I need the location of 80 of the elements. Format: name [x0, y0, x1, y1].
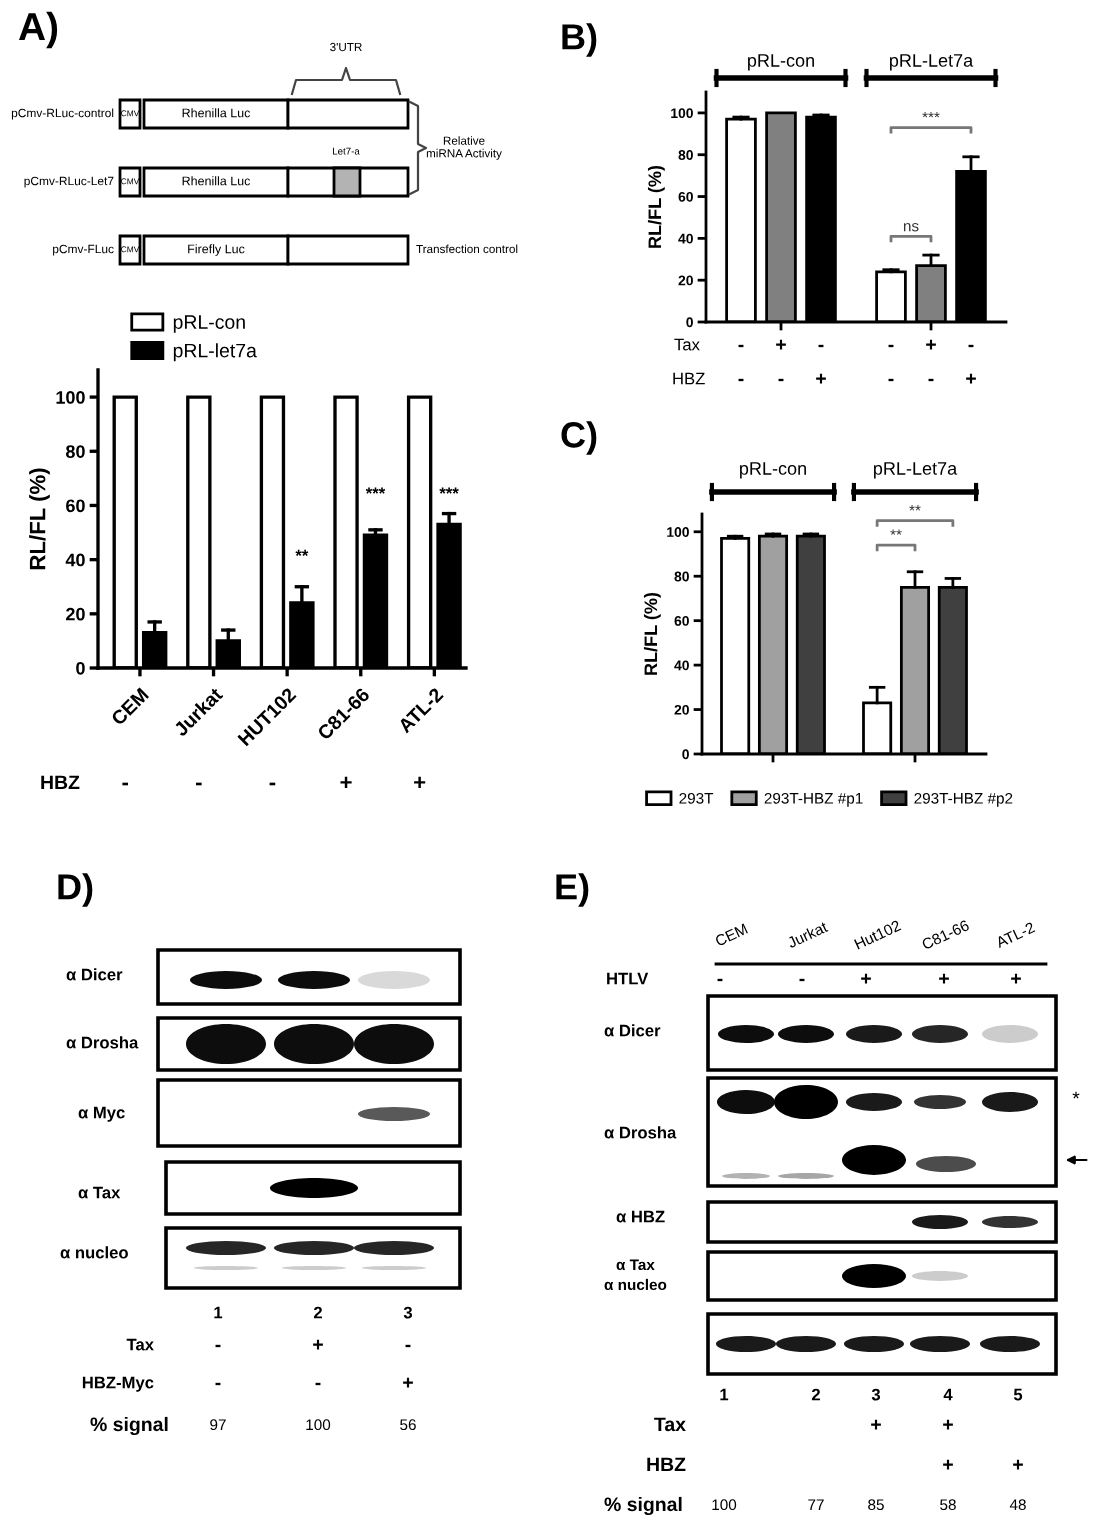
text: -: [888, 378, 894, 382]
text: α Dicer: [66, 968, 123, 981]
text: -: [738, 344, 744, 348]
text: +: [926, 339, 936, 350]
category-label: 3: [871, 1388, 881, 1401]
text: HTLV: [607, 972, 649, 985]
text: -: [738, 378, 744, 382]
y-axis-title: RL/FL (%): [647, 165, 665, 248]
text: E): [556, 873, 589, 907]
text: -: [717, 978, 723, 982]
text: +: [966, 373, 976, 384]
text: +: [861, 973, 871, 984]
text: +: [816, 373, 826, 384]
text: HBZ: [41, 775, 80, 790]
text: +: [1011, 973, 1021, 984]
y-tick-label: 80: [65, 445, 85, 458]
text: -: [269, 782, 276, 786]
text: -: [928, 378, 934, 382]
text: +: [871, 1419, 881, 1430]
category-label: 1: [214, 1306, 223, 1319]
text: -: [818, 344, 824, 348]
text: +: [943, 1419, 953, 1430]
y-axis-title: RL/FL (%): [643, 592, 661, 675]
text: -: [122, 782, 129, 786]
text: α Myc: [78, 1106, 125, 1122]
text: Tax: [126, 1338, 154, 1351]
y-tick-label: 60: [66, 499, 85, 513]
text: A): [18, 11, 58, 49]
text: HBZ: [647, 1457, 686, 1472]
y-tick-label: 0: [76, 661, 85, 675]
text: +: [939, 973, 949, 984]
category-label: 2: [313, 1306, 322, 1319]
text: -: [778, 378, 784, 382]
category-label: 1: [720, 1388, 729, 1401]
annotation: **: [295, 549, 309, 556]
text: D): [58, 873, 93, 907]
y-tick-label: 100: [56, 391, 85, 404]
y-tick-label: 20: [66, 607, 85, 621]
annotation: ***: [365, 487, 386, 494]
annotation: ***: [439, 487, 459, 494]
text: -: [799, 978, 805, 982]
text: Tax: [654, 1417, 686, 1432]
category-label: 3: [403, 1306, 413, 1319]
text: +: [776, 339, 786, 350]
text: -: [215, 1382, 221, 1386]
text: HBZ-Myc: [82, 1376, 154, 1392]
text: +: [414, 776, 426, 788]
text: +: [403, 1377, 413, 1388]
text: % signal: [604, 1496, 682, 1516]
text: α Dicer: [604, 1024, 661, 1037]
text: +: [943, 1459, 953, 1470]
text: -: [888, 344, 894, 348]
text: -: [968, 344, 974, 348]
legend-label: pRL-let7a: [173, 343, 257, 362]
x-tick-label: pRL-Let7a: [874, 462, 958, 479]
text: *: [1072, 1091, 1080, 1099]
legend-label: pRL-con: [173, 315, 245, 333]
text: +: [1013, 1459, 1023, 1470]
text: +: [340, 776, 352, 788]
text: -: [215, 1344, 221, 1348]
category-label: 5: [1013, 1388, 1023, 1401]
text: -: [315, 1382, 321, 1386]
text: % signal: [90, 1416, 168, 1436]
text: -: [196, 782, 202, 786]
category-label: 4: [943, 1388, 953, 1401]
text: α nucleo: [60, 1246, 128, 1259]
x-tick-label: pRL-Let7a: [890, 54, 974, 71]
text: α Tax: [78, 1186, 121, 1199]
category-label: 2: [811, 1388, 820, 1401]
y-axis-title: RL/FL (%): [29, 468, 50, 570]
y-tick-label: 40: [65, 553, 85, 567]
text: Tax: [674, 338, 700, 351]
text: HBZ: [673, 372, 705, 385]
text: α HBZ: [616, 1210, 665, 1223]
text: +: [313, 1339, 323, 1350]
chart-title: B): [562, 23, 597, 57]
text: -: [405, 1344, 411, 1348]
text: α Drosha: [604, 1126, 677, 1139]
text: α Drosha: [66, 1036, 139, 1049]
chart-title: C): [561, 421, 597, 455]
